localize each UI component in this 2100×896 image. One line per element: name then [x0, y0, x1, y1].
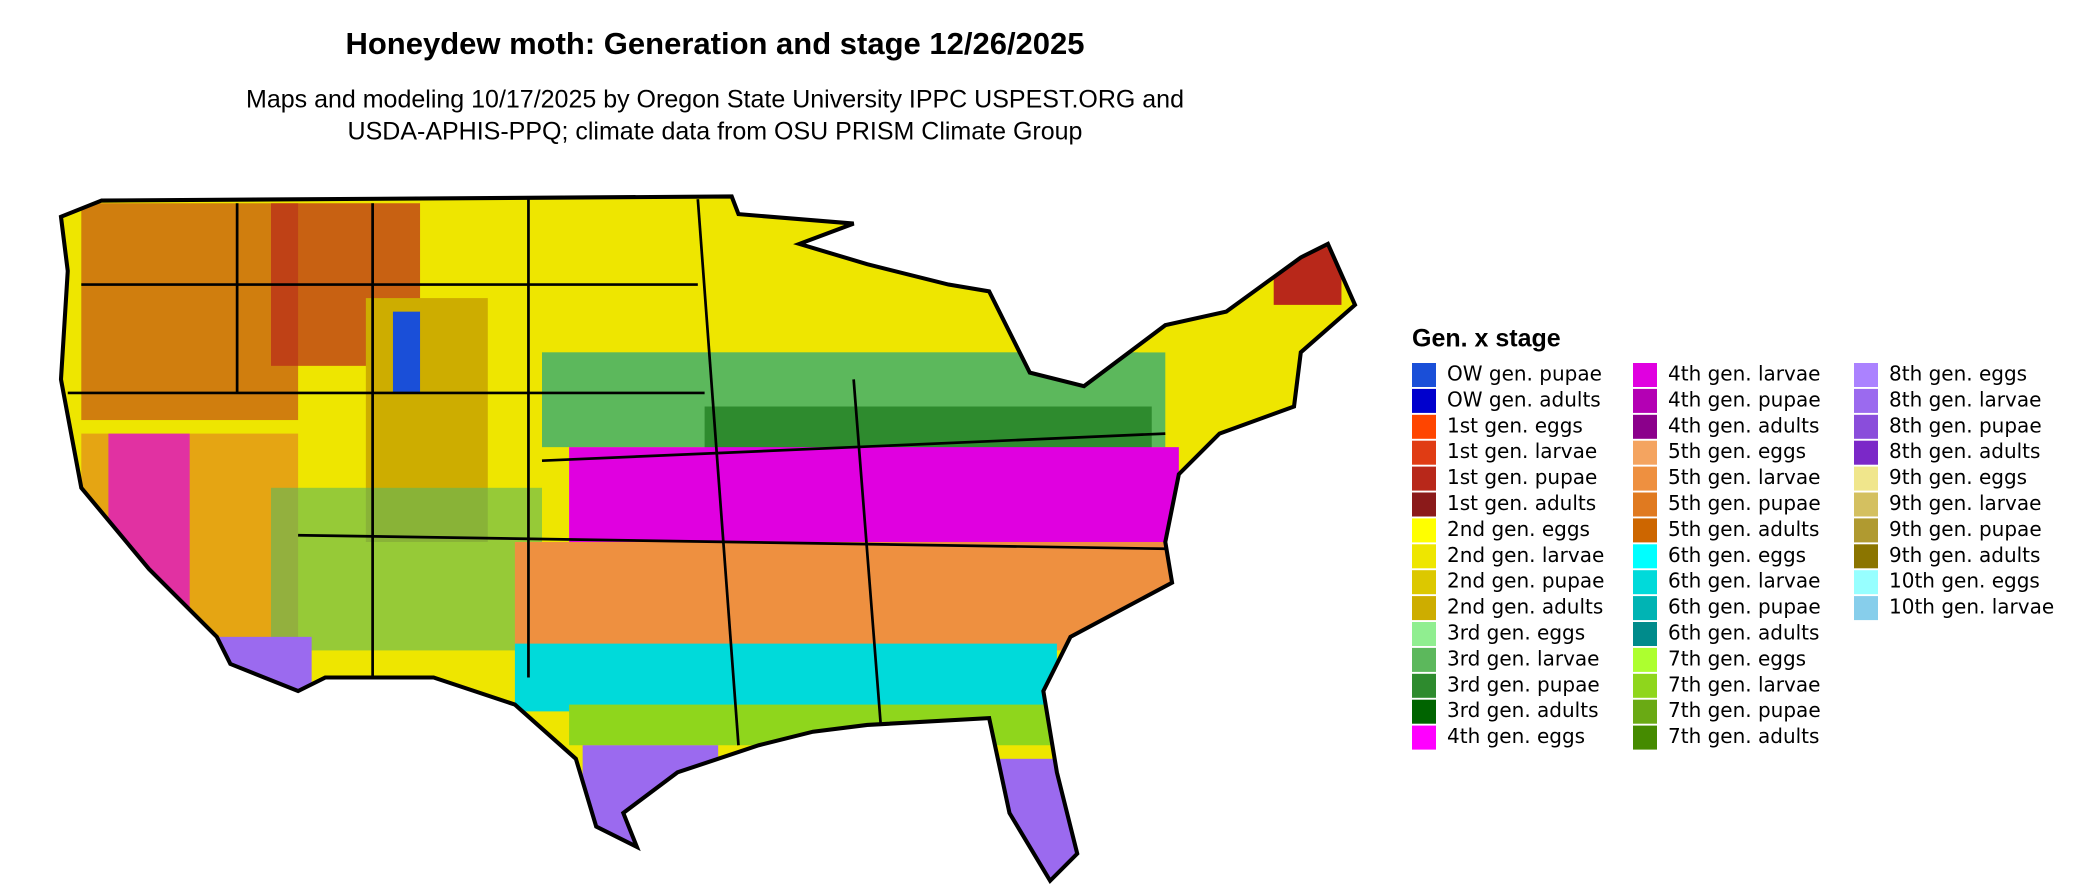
legend-label: 3rd gen. eggs — [1447, 621, 1585, 645]
legend-swatch — [1412, 622, 1436, 646]
legend-label: 1st gen. eggs — [1447, 413, 1583, 437]
legend-swatch — [1854, 596, 1878, 621]
legend-swatch — [1633, 363, 1657, 387]
legend-swatch — [1412, 699, 1436, 724]
legend-swatch — [1412, 388, 1436, 413]
legend-swatch — [1633, 544, 1657, 569]
legend-label: 5th gen. larvae — [1668, 465, 1820, 489]
legend-label: 5th gen. pupae — [1668, 491, 1821, 515]
legend-label: 3rd gen. pupae — [1447, 672, 1600, 696]
legend-label: 8th gen. eggs — [1889, 362, 2027, 386]
legend-swatch — [1633, 570, 1657, 595]
legend-swatch — [1412, 725, 1436, 750]
legend-label: 7th gen. pupae — [1668, 698, 1821, 722]
legend-label: 6th gen. eggs — [1668, 543, 1806, 567]
legend-swatch — [1854, 363, 1878, 387]
us-map — [58, 194, 1358, 885]
legend-label: 4th gen. adults — [1668, 413, 1819, 437]
subtitle: USDA-APHIS-PPQ; climate data from OSU PR… — [348, 118, 1083, 146]
legend-swatch — [1854, 492, 1878, 517]
legend-swatch — [1412, 596, 1436, 621]
legend-label: 9th gen. larvae — [1889, 491, 2041, 515]
legend-swatch — [1412, 673, 1436, 698]
legend-swatch — [1412, 466, 1436, 491]
legend-swatch — [1412, 647, 1436, 672]
legend-swatch — [1854, 440, 1878, 465]
legend-label: 5th gen. eggs — [1668, 439, 1806, 463]
legend-swatch — [1854, 570, 1878, 595]
legend-swatch — [1854, 544, 1878, 569]
legend-label: 7th gen. eggs — [1668, 646, 1806, 670]
legend-swatch — [1633, 414, 1657, 439]
legend-label: 9th gen. pupae — [1889, 517, 2042, 541]
legend-label: 8th gen. larvae — [1889, 387, 2041, 411]
legend-label: 2nd gen. eggs — [1447, 517, 1590, 541]
legend-swatch — [1412, 440, 1436, 465]
legend-swatch — [1633, 673, 1657, 698]
legend-swatch — [1854, 466, 1878, 491]
legend-label: 2nd gen. adults — [1447, 595, 1603, 619]
legend-label: 4th gen. larvae — [1668, 362, 1820, 386]
legend-swatch — [1633, 492, 1657, 517]
legend-swatch — [1412, 363, 1436, 387]
legend-swatch — [1633, 596, 1657, 621]
legend-label: 6th gen. adults — [1668, 621, 1819, 645]
legend-swatch — [1633, 725, 1657, 750]
legend-label: 2nd gen. larvae — [1447, 543, 1604, 567]
legend-label: 3rd gen. larvae — [1447, 646, 1599, 670]
legend-label: 3rd gen. adults — [1447, 698, 1598, 722]
legend-swatch — [1412, 544, 1436, 569]
legend-label: 9th gen. eggs — [1889, 465, 2027, 489]
legend-swatch — [1633, 466, 1657, 491]
legend-swatch — [1854, 388, 1878, 413]
legend-title: Gen. x stage — [1412, 325, 1561, 353]
legend-label: 2nd gen. pupae — [1447, 569, 1604, 593]
legend-label: 7th gen. larvae — [1668, 672, 1820, 696]
legend-label: OW gen. pupae — [1447, 362, 1602, 386]
legend-label: 4th gen. pupae — [1668, 387, 1821, 411]
legend-swatch — [1854, 518, 1878, 543]
legend-swatch — [1633, 622, 1657, 646]
subtitle: Maps and modeling 10/17/2025 by Oregon S… — [246, 86, 1184, 114]
legend-label: 10th gen. larvae — [1889, 595, 2054, 619]
legend-swatch — [1854, 414, 1878, 439]
legend-swatch — [1633, 440, 1657, 465]
legend-label: 9th gen. adults — [1889, 543, 2040, 567]
legend-label: 6th gen. pupae — [1668, 595, 1821, 619]
legend-swatch — [1412, 570, 1436, 595]
legend-swatch — [1633, 699, 1657, 724]
legend-label: 1st gen. pupae — [1447, 465, 1597, 489]
legend-swatch — [1633, 518, 1657, 543]
legend-label: 6th gen. larvae — [1668, 569, 1820, 593]
legend-swatch — [1633, 388, 1657, 413]
legend-label: 1st gen. larvae — [1447, 439, 1597, 463]
legend-label: 4th gen. eggs — [1447, 724, 1585, 748]
legend-swatch — [1412, 518, 1436, 543]
legend-label: 8th gen. adults — [1889, 439, 2040, 463]
legend-label: 1st gen. adults — [1447, 491, 1596, 515]
legend-label: 7th gen. adults — [1668, 724, 1819, 748]
legend-label: 10th gen. eggs — [1889, 569, 2040, 593]
legend-swatch — [1412, 414, 1436, 439]
legend-swatch — [1633, 647, 1657, 672]
title: Honeydew moth: Generation and stage 12/2… — [345, 26, 1084, 61]
legend-label: OW gen. adults — [1447, 387, 1601, 411]
legend-label: 5th gen. adults — [1668, 517, 1819, 541]
legend-swatch — [1412, 492, 1436, 517]
legend-label: 8th gen. pupae — [1889, 413, 2042, 437]
